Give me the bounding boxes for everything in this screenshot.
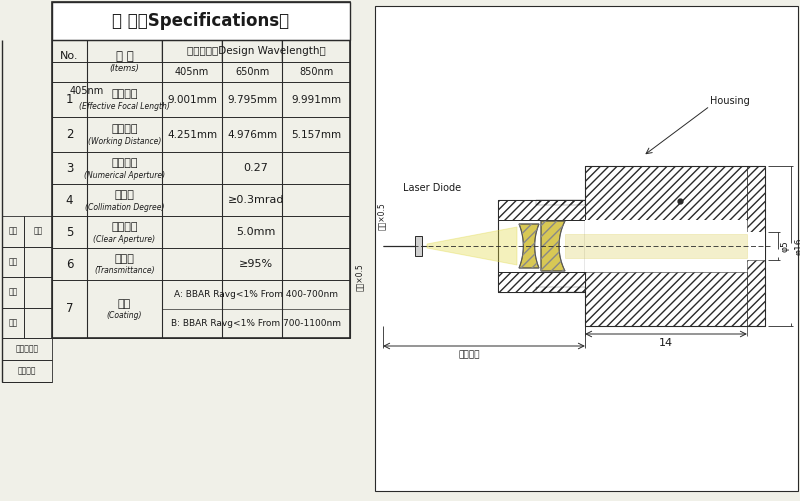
Bar (585, 166, 765, 326)
Bar (747, 232, 765, 260)
Bar (52, 2, 350, 40)
Text: ≥0.3mrad: ≥0.3mrad (228, 195, 284, 205)
Text: 9.001mm: 9.001mm (167, 95, 217, 105)
Text: 通光孔径: 通光孔径 (111, 222, 138, 232)
Bar (2, 277, 24, 308)
Text: 底图总号: 底图总号 (18, 367, 36, 376)
Text: 5: 5 (66, 225, 73, 238)
Text: 设计波长（Design Wavelength）: 设计波长（Design Wavelength） (186, 46, 326, 56)
Text: (Items): (Items) (110, 64, 139, 73)
Text: 1: 1 (66, 93, 74, 106)
Bar (498, 272, 585, 292)
Text: 工作距离: 工作距离 (111, 125, 138, 134)
Text: 镀膜: 镀膜 (118, 299, 131, 309)
Text: 4: 4 (66, 193, 74, 206)
Bar (24, 277, 52, 308)
Text: Laser Diode: Laser Diode (403, 183, 461, 193)
Text: 7: 7 (66, 303, 74, 316)
Text: 数值孔径: 数值孔径 (111, 158, 138, 168)
Text: No.: No. (60, 51, 78, 61)
Polygon shape (565, 234, 747, 258)
Text: 4.251mm: 4.251mm (167, 129, 217, 139)
Bar (498, 272, 585, 292)
Text: 工作距离: 工作距离 (458, 351, 480, 360)
Text: 405nm: 405nm (175, 67, 209, 77)
Text: 9.795mm: 9.795mm (227, 95, 277, 105)
Bar (375, 6, 798, 491)
Text: φ16: φ16 (794, 237, 800, 255)
Bar (536, 200, 585, 205)
Text: 签字: 签字 (34, 227, 42, 236)
Bar (2, 216, 24, 246)
Text: 描图: 描图 (8, 288, 18, 297)
Text: ≥95%: ≥95% (239, 259, 273, 269)
Text: 3: 3 (66, 161, 73, 174)
Text: 405nm: 405nm (70, 86, 104, 96)
Text: (Effective Focal Length): (Effective Focal Length) (79, 102, 170, 111)
Text: 扫描图总号: 扫描图总号 (15, 345, 38, 354)
Text: (Working Distance): (Working Distance) (88, 137, 161, 146)
Text: 校校: 校校 (8, 318, 18, 327)
Polygon shape (541, 221, 565, 271)
Bar (415, 236, 422, 256)
Bar (24, 308, 52, 338)
Text: 规 格（Specifications）: 规 格（Specifications） (113, 12, 290, 30)
Bar (536, 287, 585, 292)
Polygon shape (519, 224, 539, 268)
Text: (Coating): (Coating) (106, 312, 142, 321)
Text: 9.991mm: 9.991mm (291, 95, 341, 105)
Text: (Clear Aperture): (Clear Aperture) (94, 234, 155, 243)
Bar (498, 200, 585, 220)
Bar (585, 220, 747, 272)
Text: B: BBAR Ravg<1% From 700-1100nm: B: BBAR Ravg<1% From 700-1100nm (171, 319, 341, 328)
Text: 14: 14 (659, 338, 673, 348)
Text: A: BBAR Ravg<1% From 400-700nm: A: BBAR Ravg<1% From 400-700nm (174, 290, 338, 299)
Text: 准直度: 准直度 (114, 190, 134, 200)
Bar (2, 308, 24, 338)
Text: 650nm: 650nm (235, 67, 269, 77)
Bar (24, 246, 52, 277)
Text: Housing: Housing (710, 96, 750, 106)
Text: 4.976mm: 4.976mm (227, 129, 277, 139)
Text: 2: 2 (66, 128, 74, 141)
Text: (Numerical Aperture): (Numerical Aperture) (84, 170, 165, 179)
Text: 有效焦距: 有效焦距 (111, 90, 138, 100)
Text: 0.27: 0.27 (243, 163, 269, 173)
Text: (Collimation Degree): (Collimation Degree) (85, 202, 164, 211)
Polygon shape (427, 227, 517, 265)
Text: 规格×0.5: 规格×0.5 (377, 202, 386, 230)
Text: 6: 6 (66, 258, 74, 271)
Bar (585, 272, 747, 326)
Bar (52, 2, 350, 338)
Bar (24, 216, 52, 246)
Bar (747, 166, 765, 232)
Text: φ5: φ5 (781, 240, 790, 252)
Text: 5.157mm: 5.157mm (291, 129, 341, 139)
Bar (2, 338, 52, 360)
Text: 透过率: 透过率 (114, 254, 134, 264)
Text: 5.0mm: 5.0mm (236, 227, 276, 237)
Bar (747, 260, 765, 326)
Bar (2, 246, 24, 277)
Bar (498, 200, 585, 220)
Bar (2, 360, 52, 382)
Text: 制图: 制图 (8, 257, 18, 266)
Bar (585, 166, 747, 220)
Text: (Transmittance): (Transmittance) (94, 267, 155, 276)
Text: 850nm: 850nm (299, 67, 333, 77)
Text: 项 目: 项 目 (116, 50, 134, 63)
Text: 责任: 责任 (8, 227, 18, 236)
Text: 规格×0.5: 规格×0.5 (355, 263, 364, 291)
